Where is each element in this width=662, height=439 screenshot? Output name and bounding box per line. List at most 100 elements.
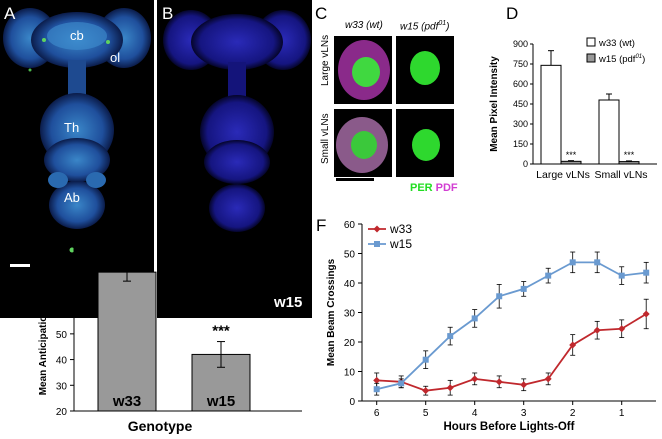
panel-a-image bbox=[0, 0, 154, 318]
panel-c-small-wt bbox=[334, 109, 392, 177]
data-point bbox=[594, 259, 601, 266]
y-tick-label: 50 bbox=[344, 250, 356, 261]
panel-d-letter: D bbox=[506, 4, 519, 23]
significance-label: *** bbox=[624, 150, 635, 160]
x-axis-title: Hours Before Lights-Off bbox=[444, 421, 575, 433]
legend-swatch bbox=[586, 53, 596, 63]
data-point bbox=[569, 259, 576, 266]
panel-c-large-wt bbox=[334, 36, 392, 104]
y-tick-label: 300 bbox=[513, 119, 528, 129]
x-axis-title: Genotype bbox=[128, 418, 193, 434]
panel-d-chart: 0 150 300 450 600 750 900 Mean Pixel Intensity *… bbox=[489, 37, 657, 181]
legend-label: w33 bbox=[389, 222, 412, 236]
significance-label: *** bbox=[566, 150, 577, 160]
data-point bbox=[447, 333, 454, 340]
data-point bbox=[496, 293, 503, 300]
data-point bbox=[593, 326, 601, 334]
x-tick-label: 6 bbox=[374, 408, 380, 419]
x-tick-label: 5 bbox=[423, 408, 429, 419]
panel-c-row2-label: Small vLNs bbox=[320, 113, 331, 164]
panel-c-legend: PER PDF bbox=[410, 182, 458, 194]
panel-c-large-pdf01 bbox=[396, 36, 454, 104]
y-axis-title: Mean Beam Crossings bbox=[326, 258, 337, 366]
y-tick-label: 70 bbox=[56, 278, 68, 289]
data-point bbox=[471, 375, 479, 383]
x-tick-label: Small vLNs bbox=[594, 169, 647, 181]
y-axis-title: Mean Anticipation Phase Score bbox=[38, 246, 49, 395]
x-tick-label: 2 bbox=[570, 408, 576, 419]
data-point bbox=[373, 386, 380, 393]
data-point bbox=[373, 376, 381, 384]
y-tick-label: 20 bbox=[344, 338, 356, 349]
y-tick-label: 50 bbox=[56, 330, 68, 341]
data-point bbox=[569, 341, 577, 349]
y-tick-label: 30 bbox=[344, 309, 356, 320]
data-point bbox=[520, 285, 527, 292]
data-point bbox=[544, 375, 552, 383]
y-tick-label: 600 bbox=[513, 79, 528, 89]
data-point bbox=[422, 356, 429, 363]
panel-c-scale-bar bbox=[336, 178, 374, 181]
panel-e-letter: E bbox=[2, 248, 14, 267]
legend-marker bbox=[374, 241, 380, 247]
bar bbox=[618, 161, 640, 165]
y-tick-label: 0 bbox=[523, 159, 528, 169]
y-tick-label: 60 bbox=[344, 220, 356, 231]
legend-marker bbox=[373, 225, 381, 233]
panel-c-row1-label: Large vLNs bbox=[320, 34, 331, 86]
y-tick-label: 450 bbox=[513, 99, 528, 109]
y-axis-title: Mean Pixel Intensity bbox=[489, 56, 500, 152]
data-point bbox=[422, 387, 430, 395]
series-line-w15 bbox=[376, 261, 647, 391]
label-ol: ol bbox=[110, 50, 121, 65]
bar bbox=[540, 64, 562, 165]
data-point bbox=[643, 269, 650, 276]
bar bbox=[598, 99, 620, 165]
panel-a-letter: A bbox=[4, 4, 16, 23]
data-point bbox=[471, 315, 478, 322]
legend-label: w15 (pdf01) bbox=[598, 54, 645, 65]
data-point bbox=[545, 272, 552, 279]
series-line-w33 bbox=[376, 313, 647, 392]
bar bbox=[560, 160, 582, 165]
legend-swatch bbox=[586, 37, 596, 47]
y-tick-label: 150 bbox=[513, 139, 528, 149]
panel-b-genotype: w15 bbox=[274, 294, 303, 311]
y-tick-label: 20 bbox=[56, 407, 68, 418]
label-ab: Ab bbox=[64, 190, 80, 205]
panel-c-col1-label: w33 (wt) bbox=[345, 20, 383, 31]
panel-e-chart: 20 30 40 50 60 70 80 90 Mean Anticipation Phase … bbox=[38, 227, 302, 434]
data-point bbox=[520, 381, 528, 389]
y-tick-label: 10 bbox=[344, 368, 356, 379]
data-point bbox=[642, 310, 650, 318]
x-tick-label: 3 bbox=[521, 408, 527, 419]
legend-label: w15 bbox=[389, 237, 412, 251]
data-point bbox=[398, 380, 405, 387]
panel-f-letter: F bbox=[316, 216, 327, 235]
x-tick-label: Large vLNs bbox=[536, 169, 590, 181]
panel-b-letter: B bbox=[162, 4, 174, 23]
y-tick-label: 90 bbox=[56, 227, 68, 238]
bar-label: w15 bbox=[206, 393, 235, 410]
panel-c-letter: C bbox=[315, 4, 328, 23]
y-tick-label: 30 bbox=[56, 381, 68, 392]
y-tick-label: 80 bbox=[56, 253, 68, 264]
y-tick-label: 40 bbox=[56, 356, 68, 367]
data-point bbox=[446, 384, 454, 392]
legend-label: w33 (wt) bbox=[598, 38, 635, 49]
bar-label: w33 bbox=[112, 393, 141, 410]
panel-f-chart: 0 10 20 30 40 50 60 6 5 4 3 2 1 Mean Beam Crossings Ho… bbox=[326, 220, 656, 433]
label-cb: cb bbox=[70, 28, 84, 43]
label-th: Th bbox=[64, 120, 80, 135]
y-tick-label: 0 bbox=[349, 397, 355, 408]
x-tick-label: 1 bbox=[619, 408, 625, 419]
panel-c-small-pdf01 bbox=[396, 109, 454, 177]
data-point bbox=[618, 272, 625, 279]
data-point bbox=[495, 378, 503, 386]
y-tick-label: 40 bbox=[344, 279, 356, 290]
panel-b-image bbox=[157, 0, 312, 318]
y-tick-label: 750 bbox=[513, 59, 528, 69]
data-point bbox=[618, 325, 626, 333]
y-tick-label: 900 bbox=[513, 39, 528, 49]
significance-label: *** bbox=[212, 323, 230, 340]
